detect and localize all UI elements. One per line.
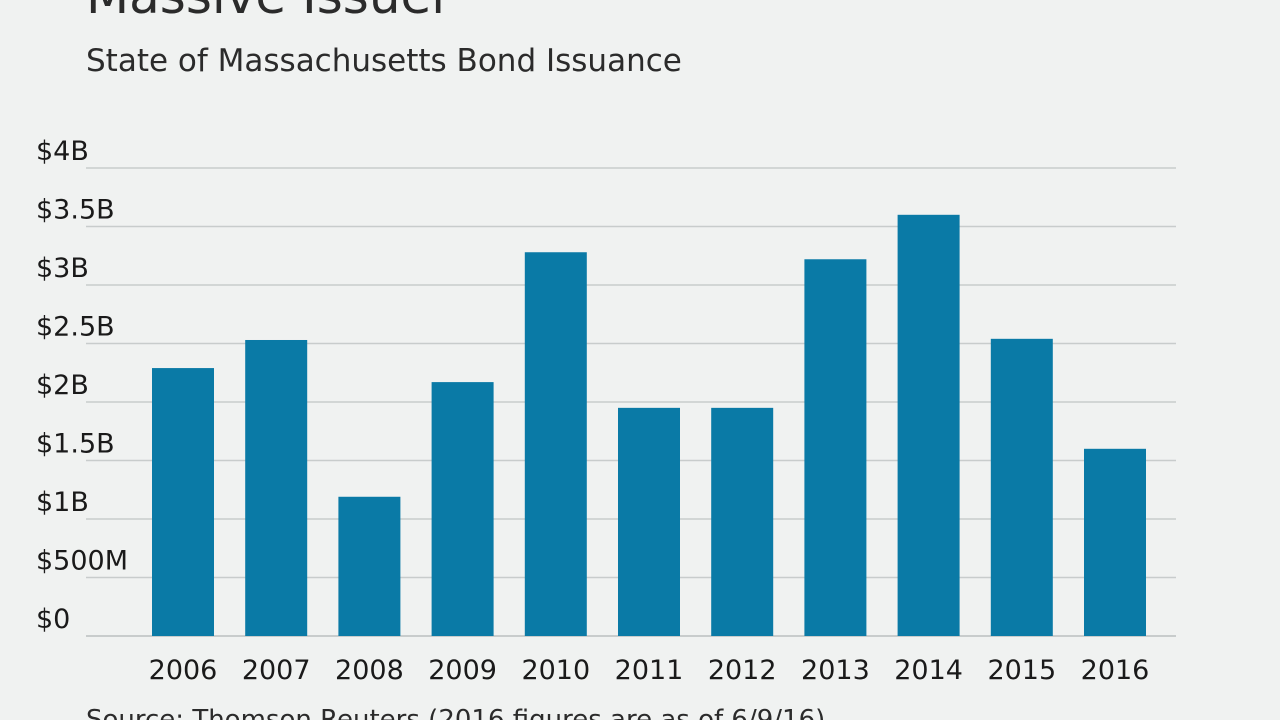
- y-tick-label: $2.5B: [36, 312, 115, 343]
- bar-2007: [245, 339, 308, 636]
- bar-2014: [897, 214, 960, 637]
- bar-2016: [1084, 448, 1146, 636]
- y-tick-label: $0: [36, 604, 70, 635]
- bar-2006: [152, 368, 214, 636]
- x-tick-label: 2013: [801, 655, 870, 686]
- x-tick-label: 2008: [335, 655, 404, 686]
- x-tick-label: 2010: [521, 655, 590, 686]
- x-tick-label: 2011: [615, 655, 684, 686]
- chart-source-note: Source: Thomson Reuters (2016 figures ar…: [86, 705, 826, 720]
- bars: [152, 214, 1146, 637]
- x-tick-label: 2016: [1081, 655, 1150, 686]
- y-tick-label: $3.5B: [36, 195, 115, 226]
- x-axis-tick-labels: 2006 2007 2008 2009 2010 2011 2012 2013 2014 2015…: [149, 655, 1150, 686]
- x-tick-label: 2014: [894, 655, 963, 686]
- x-tick-label: 2006: [149, 655, 218, 686]
- x-tick-label: 2007: [242, 655, 311, 686]
- bar-2011: [618, 407, 680, 636]
- y-tick-label: $4B: [36, 136, 89, 167]
- y-tick-label: $3B: [36, 253, 89, 284]
- chart-title: Massive Issuer: [86, 0, 452, 28]
- bar-2012: [711, 407, 774, 636]
- bar-2013: [804, 259, 867, 636]
- chart-subtitle: State of Massachusetts Bond Issuance: [86, 43, 682, 79]
- y-tick-label: $500M: [36, 546, 128, 577]
- x-tick-label: 2015: [987, 655, 1056, 686]
- y-axis-tick-labels: $0 $500M $1B $1.5B $2B $2.5B $3B $3.5B $4B: [36, 136, 128, 635]
- y-tick-label: $2B: [36, 370, 89, 401]
- bar-2015: [990, 338, 1053, 636]
- y-tick-label: $1.5B: [36, 429, 115, 460]
- bar-2010: [524, 252, 587, 637]
- x-tick-label: 2012: [708, 655, 777, 686]
- bar-2009: [431, 382, 494, 636]
- x-tick-label: 2009: [428, 655, 497, 686]
- bar-2008: [338, 496, 401, 636]
- y-tick-label: $1B: [36, 487, 89, 518]
